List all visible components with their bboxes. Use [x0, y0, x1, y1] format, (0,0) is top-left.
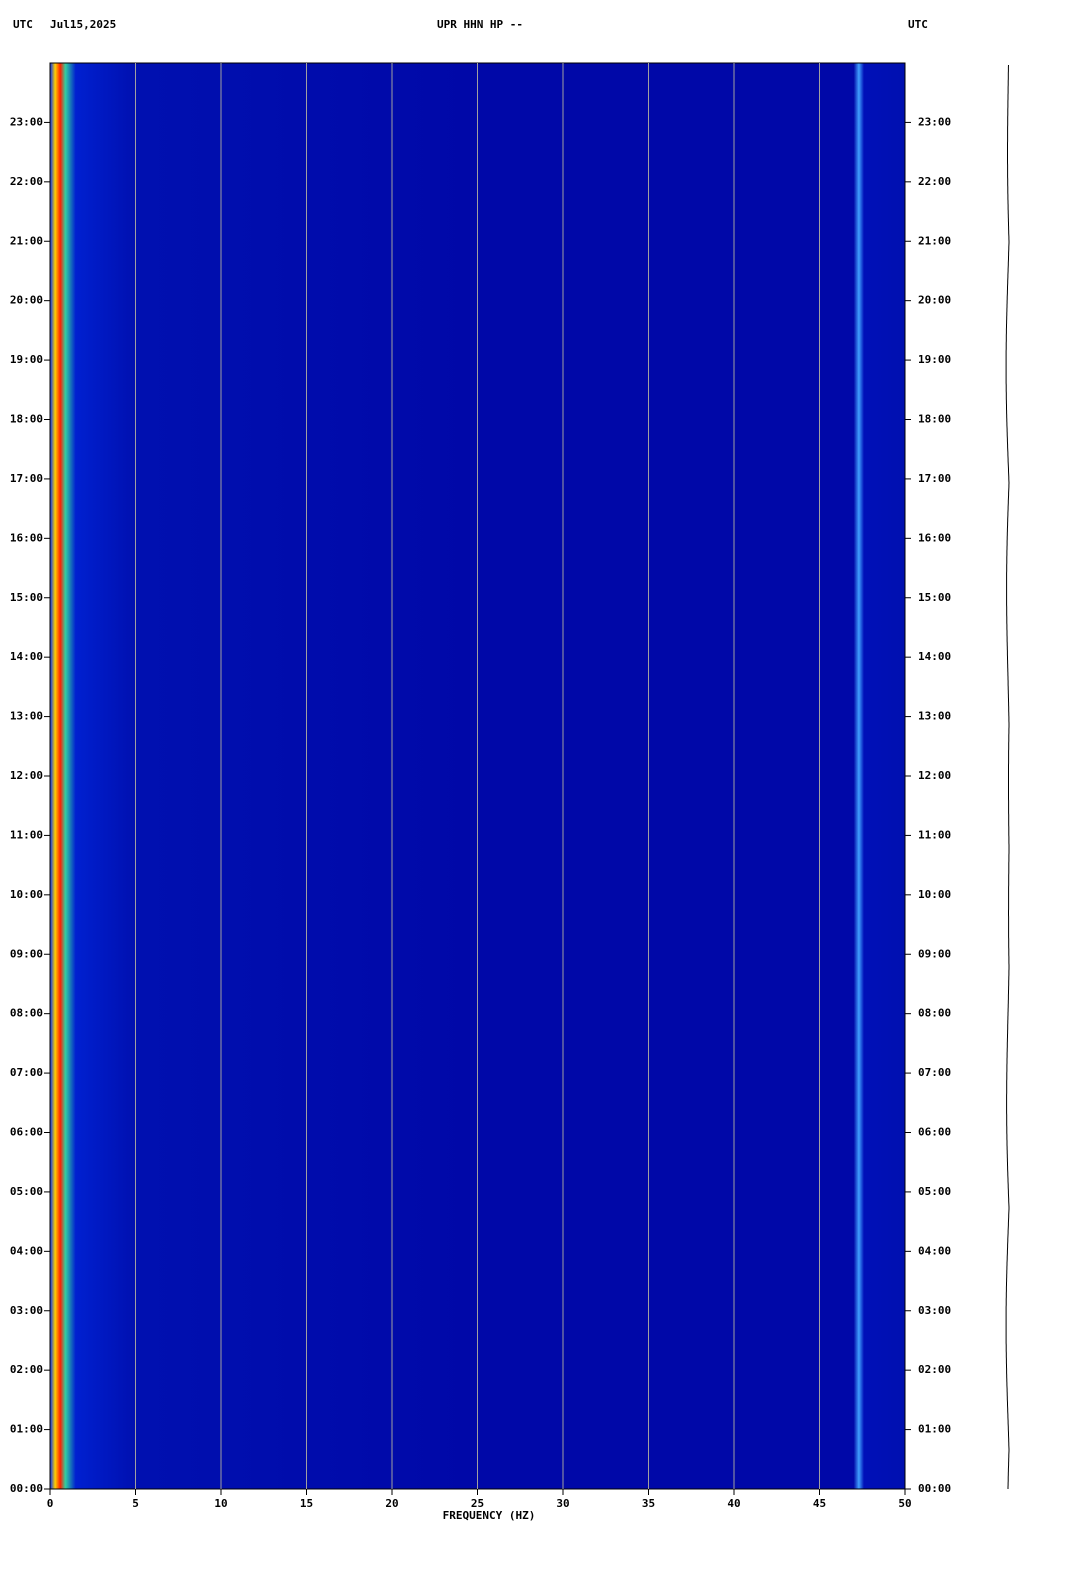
x-tick-label: 45	[813, 1497, 826, 1510]
x-tick-label: 50	[898, 1497, 911, 1510]
y-tick-label: 05:00	[10, 1185, 43, 1198]
chart-title: UPR HHN HP --	[437, 18, 523, 31]
time-zone-right: UTC	[908, 18, 928, 31]
y-tick-label: 10:00	[918, 888, 951, 901]
x-tick-label: 30	[556, 1497, 569, 1510]
x-tick-label: 10	[214, 1497, 227, 1510]
y-tick-label: 03:00	[10, 1304, 43, 1317]
y-tick-label: 21:00	[918, 234, 951, 247]
x-tick-label: 5	[132, 1497, 139, 1510]
y-tick-label: 19:00	[918, 353, 951, 366]
y-tick-label: 18:00	[10, 413, 43, 426]
y-tick-label: 08:00	[918, 1007, 951, 1020]
y-tick-label: 19:00	[10, 353, 43, 366]
y-tick-label: 14:00	[10, 650, 43, 663]
y-tick-label: 03:00	[918, 1304, 951, 1317]
seismogram-trace	[1005, 64, 1010, 1489]
x-tick-label: 35	[642, 1497, 655, 1510]
y-tick-label: 02:00	[918, 1363, 951, 1376]
y-tick-label: 22:00	[918, 175, 951, 188]
x-tick-label: 20	[385, 1497, 398, 1510]
y-tick-label: 22:00	[10, 175, 43, 188]
y-tick-label: 00:00	[10, 1482, 43, 1495]
y-tick-label: 15:00	[10, 591, 43, 604]
y-tick-label: 04:00	[10, 1244, 43, 1257]
y-tick-label: 00:00	[918, 1482, 951, 1495]
y-tick-label: 09:00	[918, 947, 951, 960]
y-tick-label: 15:00	[918, 591, 951, 604]
y-tick-label: 23:00	[918, 115, 951, 128]
y-tick-label: 06:00	[10, 1126, 43, 1139]
y-tick-label: 11:00	[918, 828, 951, 841]
y-tick-label: 14:00	[918, 650, 951, 663]
date: Jul15,2025	[50, 18, 116, 31]
y-tick-label: 01:00	[10, 1423, 43, 1436]
y-tick-label: 13:00	[918, 710, 951, 723]
y-tick-label: 17:00	[918, 472, 951, 485]
y-tick-label: 18:00	[918, 413, 951, 426]
y-tick-label: 20:00	[10, 294, 43, 307]
y-tick-label: 10:00	[10, 888, 43, 901]
y-tick-label: 12:00	[10, 769, 43, 782]
y-tick-label: 13:00	[10, 710, 43, 723]
x-tick-label: 0	[47, 1497, 54, 1510]
y-tick-label: 17:00	[10, 472, 43, 485]
y-tick-label: 02:00	[10, 1363, 43, 1376]
y-tick-label: 08:00	[10, 1007, 43, 1020]
x-axis-label: FREQUENCY (HZ)	[443, 1509, 536, 1522]
y-tick-label: 12:00	[918, 769, 951, 782]
y-tick-label: 05:00	[918, 1185, 951, 1198]
y-tick-label: 06:00	[918, 1126, 951, 1139]
y-tick-label: 01:00	[918, 1423, 951, 1436]
time-zone-left: UTC	[13, 18, 33, 31]
x-tick-label: 15	[300, 1497, 313, 1510]
y-tick-label: 16:00	[10, 531, 43, 544]
y-tick-label: 07:00	[918, 1066, 951, 1079]
x-tick-label: 25	[471, 1497, 484, 1510]
y-tick-label: 21:00	[10, 234, 43, 247]
y-tick-label: 07:00	[10, 1066, 43, 1079]
y-tick-label: 16:00	[918, 531, 951, 544]
y-tick-label: 04:00	[918, 1244, 951, 1257]
y-tick-label: 11:00	[10, 828, 43, 841]
y-tick-label: 23:00	[10, 115, 43, 128]
x-tick-label: 40	[727, 1497, 740, 1510]
y-tick-label: 09:00	[10, 947, 43, 960]
y-tick-label: 20:00	[918, 294, 951, 307]
